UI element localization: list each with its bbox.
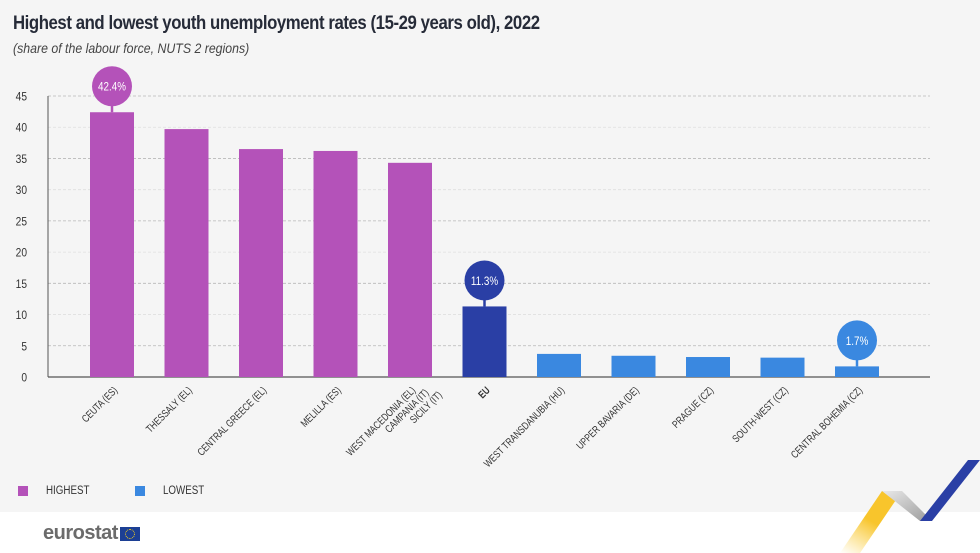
x-tick-label-line: CEUTA (ES) bbox=[79, 384, 120, 425]
y-tick-label: 5 bbox=[21, 341, 27, 354]
y-tick-label: 20 bbox=[16, 247, 27, 260]
x-tick-label: WEST MACEDONIA (EL)CAMPANIA (IT)SICILY (… bbox=[343, 384, 444, 458]
bar bbox=[313, 150, 358, 377]
x-tick-label-line: UPPER BAVARIA (DE) bbox=[573, 384, 641, 452]
legend-swatch-lowest bbox=[135, 486, 146, 496]
y-tick-label: 30 bbox=[16, 184, 27, 197]
annotation-label: 1.7% bbox=[846, 335, 869, 348]
bar bbox=[611, 355, 656, 377]
annotation-bubble bbox=[464, 260, 505, 301]
legend-label-lowest: LOWEST bbox=[163, 485, 205, 497]
bar-chart: 0 5 10 15 20 25 30 35 40 45 CEUTA (ES) THESSALY (EL… bbox=[16, 66, 930, 470]
x-tick-label-line: WEST TRANSDANUBIA (HU) bbox=[481, 384, 567, 470]
x-tick-label: CENTRAL BOHEMIA (CZ) bbox=[788, 384, 865, 461]
annotation-bubble bbox=[837, 320, 877, 361]
eu-flag-icon bbox=[119, 526, 140, 541]
eurostat-logo: eurostat bbox=[43, 522, 140, 545]
x-tick-label: UPPER BAVARIA (DE) bbox=[573, 384, 641, 452]
bar bbox=[686, 357, 730, 377]
bar bbox=[164, 129, 209, 377]
y-tick-label: 45 bbox=[16, 91, 27, 104]
decorative-ribbon-icon bbox=[840, 460, 980, 553]
bar bbox=[462, 306, 507, 377]
legend-item-highest: HIGHEST bbox=[18, 485, 97, 497]
x-tick-label: MELILLA (ES) bbox=[298, 384, 343, 429]
bar bbox=[537, 353, 581, 377]
bar bbox=[239, 149, 283, 377]
x-tick-label: SOUTH-WEST (CZ) bbox=[729, 384, 790, 445]
y-tick-label: 0 bbox=[21, 372, 27, 385]
annotation-label: 42.4% bbox=[98, 81, 126, 94]
y-tick-label: 25 bbox=[16, 216, 27, 229]
chart-subtitle: (share of the labour force, NUTS 2 regio… bbox=[13, 40, 250, 56]
x-tick-label-line: SOUTH-WEST (CZ) bbox=[729, 384, 790, 445]
eurostat-wordmark: eurostat bbox=[43, 522, 118, 544]
x-tick-label: WEST TRANSDANUBIA (HU) bbox=[481, 384, 567, 470]
x-tick-label: EU bbox=[475, 384, 492, 401]
x-tick-label: THESSALY (EL) bbox=[143, 384, 194, 435]
bar bbox=[90, 112, 134, 377]
x-tick-label-line: EU bbox=[475, 384, 492, 401]
y-tick-label: 40 bbox=[16, 122, 27, 135]
x-tick-label: CEUTA (ES) bbox=[79, 384, 120, 425]
legend-label-highest: HIGHEST bbox=[46, 485, 90, 497]
bar bbox=[388, 162, 432, 377]
legend-swatch-highest bbox=[18, 486, 28, 496]
x-tick-label: PRAGUE (CZ) bbox=[669, 384, 715, 430]
bar bbox=[835, 366, 879, 377]
x-tick-label-line: CENTRAL GREECE (EL) bbox=[195, 384, 269, 458]
chart-title: Highest and lowest youth unemployment ra… bbox=[13, 12, 540, 34]
bar bbox=[760, 357, 805, 377]
x-tick-label-line: MELILLA (ES) bbox=[298, 384, 343, 429]
annotation-bubble bbox=[92, 66, 132, 107]
x-tick-label-line: WEST MACEDONIA (EL) bbox=[343, 384, 417, 458]
y-tick-label: 10 bbox=[16, 309, 27, 322]
x-tick-label-line: PRAGUE (CZ) bbox=[669, 384, 715, 430]
chart-panel bbox=[0, 0, 980, 512]
annotation-label: 11.3% bbox=[471, 275, 498, 288]
y-tick-label: 15 bbox=[16, 278, 27, 291]
x-tick-label-line: THESSALY (EL) bbox=[143, 384, 194, 435]
x-tick-label: CENTRAL GREECE (EL) bbox=[195, 384, 269, 458]
x-tick-label-line: CENTRAL BOHEMIA (CZ) bbox=[788, 384, 865, 461]
legend-item-lowest: LOWEST bbox=[135, 485, 212, 497]
legend: HIGHEST LOWEST bbox=[18, 485, 250, 497]
y-tick-label: 35 bbox=[16, 153, 27, 166]
